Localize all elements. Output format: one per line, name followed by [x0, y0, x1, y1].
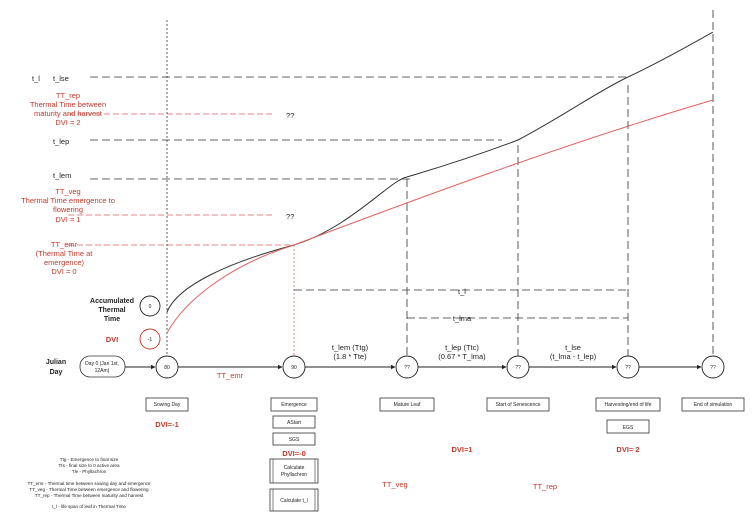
- thermal-time-curve: [166, 31, 714, 313]
- label-seg1-2: (1.8 * Tte): [333, 352, 367, 361]
- label-seg3-2: (t_lma - t_lep): [550, 352, 597, 361]
- legend-6: t_l - life span of leaf in Thermal Time: [52, 504, 126, 509]
- box-calc-tl: [269, 488, 319, 512]
- accumulated-value: 0: [149, 304, 152, 310]
- label-qq-top: ??: [286, 111, 294, 120]
- label-t-lma-span: t_lma: [453, 314, 472, 323]
- label-seg2: t_lep (Ttc): [445, 343, 479, 352]
- dvi-sowing: DVI=-1: [155, 420, 179, 429]
- label-julian: Julian: [46, 359, 66, 366]
- label-t-lse: t_lse: [53, 74, 69, 83]
- box-phyllachron-text-2: Phyllachron: [281, 472, 307, 478]
- day0-box: [79, 355, 126, 378]
- node-end-value: ??: [710, 365, 716, 371]
- label-tt-rep-3: maturity and harvest: [34, 109, 103, 118]
- label-tt-veg-axis: TT_veg: [382, 480, 407, 489]
- label-accumulated-2: Thermal: [98, 307, 125, 314]
- label-tt-veg: TT_veg: [55, 187, 80, 196]
- label-seg3: t_lse: [565, 343, 581, 352]
- label-tt-rep-axis: TT_rep: [533, 482, 557, 491]
- box-emergence: [270, 397, 318, 412]
- label-seg2-2: (0.67 * T_lma): [438, 352, 486, 361]
- legend-2: Tle - Phyllachron: [72, 469, 107, 474]
- box-phyllachron: [269, 458, 319, 484]
- node-senescence-value: ??: [515, 365, 521, 371]
- node-sowing: 80: [155, 355, 179, 379]
- legend-4: TT_veg - Thermal Time between emergence …: [29, 487, 149, 492]
- node-mature-value: ??: [404, 365, 410, 371]
- box-end: [681, 397, 745, 412]
- label-t-l-span: t_l: [458, 287, 466, 296]
- box-harvest: [595, 397, 661, 412]
- legend-3: TT_emr - Thermal time between sowing day…: [28, 481, 151, 486]
- dvi-harvest: DVI= 2: [616, 445, 639, 454]
- label-tt-veg-2: Thermal Time emergence to: [21, 196, 115, 205]
- dvi-node: [139, 328, 161, 350]
- label-tt-emr-3: emergence): [44, 258, 85, 267]
- box-end-text: End of simulation: [694, 402, 733, 408]
- node-harvest-value: ??: [625, 365, 631, 371]
- legend-5: TT_rep - Thermal Time between maturity a…: [35, 493, 144, 498]
- box-calc-tl-text: Calculate t_l: [280, 498, 308, 504]
- label-dvi: DVI: [106, 335, 119, 344]
- box-mature-text: Mature Leaf: [394, 402, 421, 408]
- label-tt-emr-4: DVI = 0: [51, 267, 76, 276]
- label-seg1: t_lem (Ttg): [332, 343, 369, 352]
- day0-text-2: 12Am): [95, 368, 110, 374]
- label-qq-mid: ??: [286, 212, 294, 221]
- label-tt-emr-2: (Thermal Time at: [36, 249, 94, 258]
- box-sgs: [272, 432, 316, 446]
- label-tt-emr-axis: TT_emr: [217, 371, 244, 380]
- box-egs-text: EGS: [623, 425, 634, 431]
- label-tt-emr: TT_emr: [51, 240, 78, 249]
- label-t-l: t_l: [32, 74, 40, 83]
- label-tt-veg-4: DVI = 1: [55, 215, 80, 224]
- legend-0: Ttg - Emergence to final size: [60, 457, 119, 462]
- box-emergence-text: Emergence: [281, 402, 307, 408]
- label-tt-rep-4: DVI = 2: [55, 118, 80, 127]
- node-emergence: 90: [282, 355, 306, 379]
- label-tt-rep: TT_rep: [56, 91, 80, 100]
- box-phyllachron-text: Calculate: [284, 465, 305, 471]
- box-astart: [272, 415, 316, 429]
- dvi-senescence: DVI=1: [451, 445, 472, 454]
- node-harvest: ??: [616, 355, 640, 379]
- box-sgs-text: SGS: [289, 437, 300, 443]
- box-sowing-text: Sowing Day: [154, 402, 181, 408]
- box-astart-text: AStart: [287, 420, 302, 426]
- label-tt-veg-3: flowering: [53, 205, 83, 214]
- box-senescence-text: Start of Senescence: [495, 402, 540, 408]
- box-harvest-text: Harvesting/end of life: [605, 402, 652, 408]
- node-end: ??: [701, 355, 725, 379]
- label-t-lem: t_lem: [53, 171, 71, 180]
- box-sowing: [145, 397, 189, 412]
- dvi-emergence: DVI=-0: [282, 449, 306, 458]
- day0-text: Day 0 (Jan 1st,: [85, 361, 119, 367]
- accumulated-node: [139, 295, 161, 317]
- node-sowing-value: 80: [164, 365, 170, 371]
- legend-1: Tts - final size to 0 active area: [58, 463, 119, 468]
- box-egs: [606, 419, 650, 434]
- label-julian-2: Day: [50, 369, 63, 376]
- legend: Ttg - Emergence to final size Tts - fina…: [28, 457, 151, 509]
- label-t-lep: t_lep: [53, 137, 69, 146]
- node-senescence: ??: [506, 355, 530, 379]
- box-senescence: [486, 397, 550, 412]
- node-mature: ??: [395, 355, 419, 379]
- dvi-value: -1: [148, 337, 153, 343]
- label-tt-rep-2: Thermal Time between: [30, 100, 106, 109]
- node-emergence-value: 90: [291, 365, 297, 371]
- label-accumulated-3: Time: [104, 316, 120, 323]
- label-accumulated: Accumulated: [90, 298, 134, 305]
- box-mature: [379, 397, 435, 412]
- dvi-curve: [166, 99, 714, 334]
